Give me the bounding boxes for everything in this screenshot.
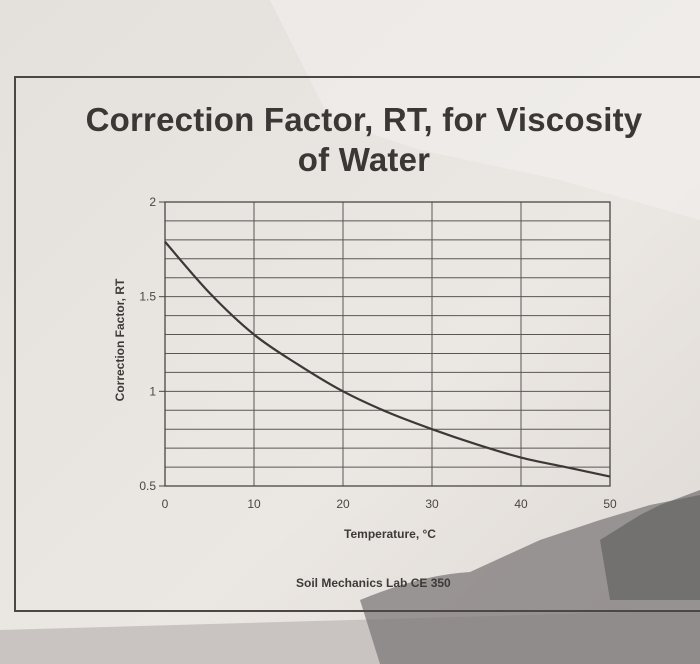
grid: [164, 201, 611, 487]
light-patch: [270, 0, 700, 220]
x-tick-label-0: 0: [162, 497, 169, 511]
chart-title-line-1: Correction Factor, RT, for Viscosity: [85, 101, 643, 138]
x-tick-label-1: 10: [247, 497, 261, 511]
background-object: [600, 490, 700, 600]
chart-title-line-2: of Water: [297, 141, 431, 178]
x-tick-label-2: 20: [336, 497, 350, 511]
y-tick-label-1: 1: [149, 384, 156, 398]
x-tick-label-5: 50: [603, 497, 617, 511]
footer-credit: Soil Mechanics Lab CE 350: [296, 576, 451, 590]
plot-frame: [164, 201, 611, 487]
y-axis-label-text: Correction Factor, RT: [113, 278, 127, 401]
y-tick-label-0: 0.5: [139, 479, 156, 493]
x-axis-label: Temperature, °C: [344, 527, 436, 541]
x-tick-label-4: 40: [514, 497, 528, 511]
chart-title: Correction Factor, RT, for Viscosity of …: [14, 100, 700, 180]
tick-labels: 0.511.520 10 20 30 40 50: [139, 195, 617, 511]
series-line: [164, 241, 611, 478]
x-tick-label-3: 30: [425, 497, 439, 511]
y-axis-label: Correction Factor, RT: [113, 278, 127, 401]
slide-frame: [14, 76, 700, 612]
y-tick-label-3: 2: [149, 195, 156, 209]
y-tick-label-2: 1.5: [139, 290, 156, 304]
